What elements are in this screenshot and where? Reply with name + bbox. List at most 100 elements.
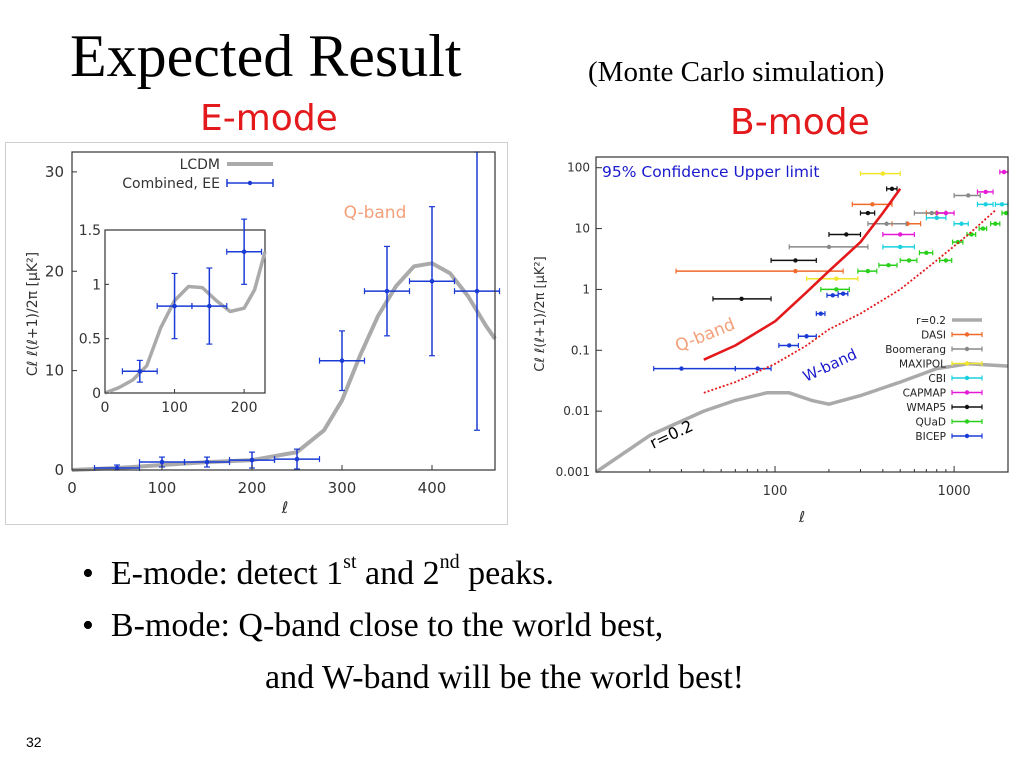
slide-number: 32 bbox=[26, 734, 42, 750]
capmap-limit-marker bbox=[1001, 169, 1007, 175]
legend-label-wmap5: WMAP5 bbox=[906, 402, 946, 414]
bullet-marker: • bbox=[82, 607, 111, 644]
boomerang-limit-marker bbox=[826, 244, 832, 250]
legend-label-quad: QUaD bbox=[916, 417, 946, 429]
bmode-y-axis-label: Cℓ ℓ(ℓ+1)/2π [μK²] bbox=[533, 256, 548, 371]
bullet-item-emode: • E-mode: detect 1st and 2nd peaks. bbox=[82, 548, 744, 600]
ee-data-point-marker bbox=[474, 288, 480, 294]
legend-swatch-marker bbox=[964, 375, 970, 381]
cbi-limit-marker bbox=[983, 202, 988, 207]
inset-y-tick-label: 0 bbox=[92, 386, 101, 402]
emode-x-tick-label: 200 bbox=[238, 479, 267, 497]
page-subtitle: (Monte Carlo simulation) bbox=[588, 56, 885, 88]
emode-y-tick-label: 0 bbox=[54, 461, 64, 479]
ee-data-point-marker bbox=[429, 278, 435, 284]
legend-swatch-marker bbox=[964, 419, 970, 424]
wmap5-limit-marker bbox=[889, 186, 895, 192]
inset-frame bbox=[104, 229, 266, 394]
legend-swatch-marker bbox=[964, 404, 970, 410]
superscript-st: st bbox=[343, 551, 357, 573]
legend-label-capmap: CAPMAP bbox=[903, 388, 946, 400]
bmode-y-tick-label: 0.01 bbox=[563, 404, 590, 418]
bmode-upper-limit-annotation: 95% Confidence Upper limit bbox=[602, 163, 819, 181]
emode-plot-frame bbox=[71, 151, 496, 471]
quad-limit-marker bbox=[886, 263, 891, 268]
bicep-limit-marker bbox=[679, 366, 684, 371]
lcdm-curve bbox=[71, 261, 497, 472]
bmode-plot-frame bbox=[595, 156, 1009, 473]
bmode-y-tick-label: 100 bbox=[567, 161, 590, 175]
ee-data-point-marker bbox=[294, 456, 300, 462]
boomerang-limit-marker bbox=[929, 210, 934, 216]
bicep-limit-marker bbox=[818, 311, 823, 316]
dasi-limit-marker bbox=[870, 202, 875, 207]
quad-limit-marker bbox=[943, 258, 949, 263]
emode-y-axis-label: Cℓ ℓ(ℓ+1)/2π [μK²] bbox=[25, 252, 41, 376]
bmode-chart: 100 1000 0.001 0.01 0.1 1 10 100 95% Confidence… bbox=[520, 142, 1016, 534]
emode-y-tick-label: 20 bbox=[45, 262, 64, 280]
page-title: Expected Result bbox=[70, 23, 462, 89]
legend-label-dasi: DASI bbox=[921, 330, 946, 342]
capmap-limit-marker bbox=[943, 210, 949, 216]
quad-limit-marker bbox=[980, 226, 986, 231]
emode-y-tick-label: 10 bbox=[45, 362, 64, 380]
bicep-limit-marker bbox=[840, 291, 846, 296]
inset-y-tick-label: 0.5 bbox=[79, 332, 101, 348]
ee-data-point-marker bbox=[384, 288, 390, 294]
bullet-text: E-mode: detect 1 bbox=[110, 555, 344, 592]
bullet-text: B-mode: Q-band close to the world best, bbox=[110, 607, 664, 644]
bmode-y-tick-label: 10 bbox=[575, 222, 590, 236]
legend-label-cbi: CBI bbox=[928, 373, 946, 385]
cbi-limit-marker bbox=[959, 221, 964, 226]
emode-legend: LCDM Combined, EE bbox=[122, 157, 274, 192]
bmode-y-tick-label: 0.001 bbox=[556, 465, 590, 479]
bicep-limit-marker bbox=[787, 343, 792, 348]
bmode-x-axis-label: ℓ bbox=[798, 508, 805, 526]
ee-data-point-marker bbox=[114, 465, 120, 471]
bullet-marker: • bbox=[82, 555, 111, 592]
wmap5-limit-marker bbox=[739, 296, 744, 302]
superscript-nd: nd bbox=[439, 551, 460, 573]
emode-x-axis-label: ℓ bbox=[281, 498, 289, 517]
ee-data-point-marker bbox=[339, 358, 345, 363]
legend-swatch-marker bbox=[964, 332, 970, 337]
bullet-item-bmode: • B-mode: Q-band close to the world best… bbox=[82, 600, 744, 652]
dasi-limit-marker bbox=[793, 268, 798, 274]
wmap5-limit-marker bbox=[844, 232, 849, 237]
emode-x-tick-label: 300 bbox=[328, 479, 357, 497]
emode-x-tick-label: 400 bbox=[418, 479, 447, 497]
legend-swatch-marker bbox=[964, 433, 970, 439]
inset-data-point-marker bbox=[137, 368, 143, 374]
legend-swatch-marker bbox=[247, 180, 253, 186]
legend-label-combined-ee: Combined, EE bbox=[122, 176, 220, 192]
inset-y-tick-label: 1.5 bbox=[79, 223, 101, 239]
bicep-limit-marker bbox=[755, 366, 760, 371]
quad-limit-marker bbox=[924, 250, 929, 255]
cbi-limit-marker bbox=[898, 244, 903, 250]
bullet-text: peaks. bbox=[459, 555, 555, 592]
ee-data-point-marker bbox=[159, 459, 165, 465]
quad-limit-marker bbox=[993, 221, 998, 226]
quad-limit-marker bbox=[906, 258, 912, 263]
capmap-limit-marker bbox=[983, 189, 988, 195]
bmode-y-tick-label: 1 bbox=[582, 282, 590, 296]
bmode-legend: r=0.2 DASI Boomerang MAXIPOL CBI CAPMAP WMAP5 Q… bbox=[885, 315, 983, 443]
inset-y-tick-label: 1 bbox=[92, 277, 101, 293]
legend-label-maxipol: MAXIPOL bbox=[899, 359, 946, 371]
quad-limit-marker bbox=[834, 287, 839, 292]
emode-x-tick-label: 0 bbox=[67, 479, 77, 497]
inset-data-point-marker bbox=[241, 249, 247, 255]
w-band-curve bbox=[703, 209, 996, 394]
inset-lcdm-curve bbox=[104, 251, 267, 395]
bmode-x-tick-label: 1000 bbox=[938, 484, 971, 499]
inset-x-tick-label: 0 bbox=[101, 400, 110, 416]
legend-swatch-marker bbox=[964, 346, 970, 352]
legend-label-boomerang: Boomerang bbox=[885, 344, 946, 356]
r-0-2-curve bbox=[595, 362, 1009, 474]
inset-x-tick-label: 200 bbox=[231, 400, 258, 416]
bullet-text: and W-band will be the world best! bbox=[265, 659, 745, 696]
maxipol-limit-marker bbox=[834, 276, 839, 281]
capmap-limit-marker bbox=[898, 232, 903, 237]
bicep-limit-marker bbox=[804, 334, 809, 339]
